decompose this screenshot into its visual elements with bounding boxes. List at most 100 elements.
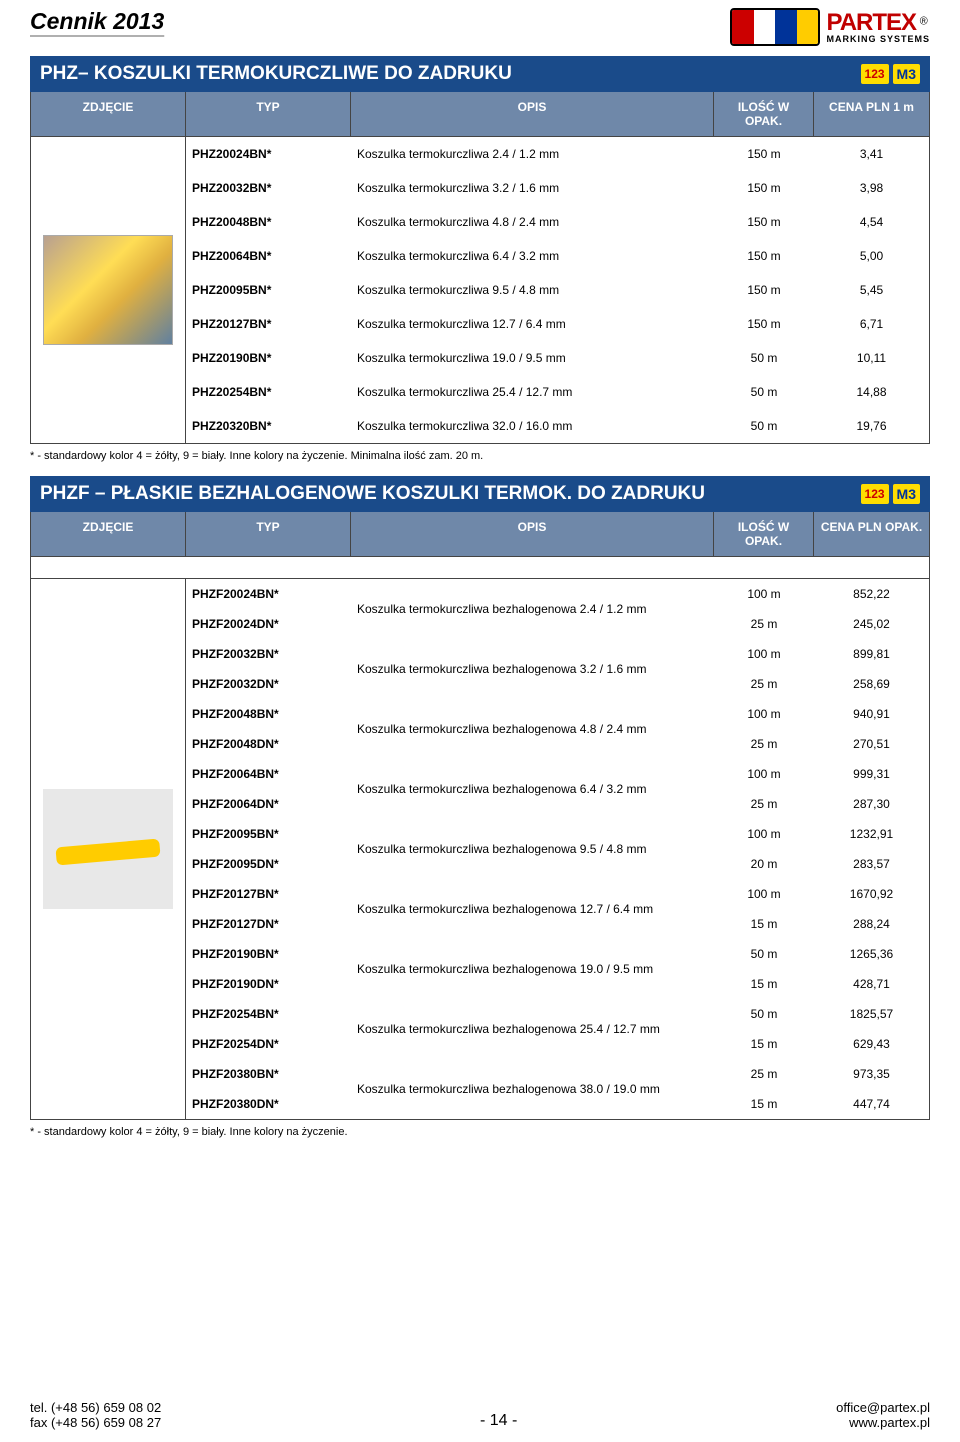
col-type: TYP: [186, 92, 351, 136]
section-phzf-header: PHZF – PŁASKIE BEZHALOGENOWE KOSZULKI TE…: [30, 476, 930, 512]
table-row: PHZ20320BN*Koszulka termokurczliwa 32.0 …: [186, 409, 929, 443]
cell-qty: 150 m: [714, 137, 814, 171]
cell-type: PHZF20254DN*: [186, 1029, 351, 1059]
cell-qty: 15 m: [714, 1029, 814, 1059]
cell-type: PHZF20190BN*: [186, 939, 351, 969]
cell-price: 258,69: [814, 669, 929, 699]
cell-price: 5,00: [814, 239, 929, 273]
cell-qty: 25 m: [714, 669, 814, 699]
cell-price: 14,88: [814, 375, 929, 409]
cell-qty: 100 m: [714, 699, 814, 729]
cell-qty: 100 m: [714, 819, 814, 849]
cell-desc: Koszulka termokurczliwa 3.2 / 1.6 mm: [351, 171, 714, 205]
cell-qty: 25 m: [714, 729, 814, 759]
table-row: PHZ20095BN*Koszulka termokurczliwa 9.5 /…: [186, 273, 929, 307]
cell-price: 5,45: [814, 273, 929, 307]
brand-logo: PARTEX ® MARKING SYSTEMS: [730, 8, 930, 46]
table-row-group: PHZF20127BN*PHZF20127DN*Koszulka termoku…: [186, 879, 929, 939]
cell-desc: Koszulka termokurczliwa bezhalogenowa 2.…: [351, 579, 714, 639]
cell-price: 1825,57: [814, 999, 929, 1029]
cell-price: 1670,92: [814, 879, 929, 909]
cell-qty: 150 m: [714, 307, 814, 341]
spacer-row: [30, 557, 930, 579]
cell-price: 1232,91: [814, 819, 929, 849]
cell-type: PHZF20127DN*: [186, 909, 351, 939]
cell-price: 629,43: [814, 1029, 929, 1059]
cell-price: 4,54: [814, 205, 929, 239]
section-phz-title: PHZ– KOSZULKI TERMOKURCZLIWE DO ZADRUKU: [40, 63, 512, 85]
table-row: PHZ20048BN*Koszulka termokurczliwa 4.8 /…: [186, 205, 929, 239]
cell-desc: Koszulka termokurczliwa bezhalogenowa 6.…: [351, 759, 714, 819]
table-row-group: PHZF20095BN*PHZF20095DN*Koszulka termoku…: [186, 819, 929, 879]
m3-badge-icon: M3: [893, 484, 920, 504]
col-type: TYP: [186, 512, 351, 556]
cell-qty: 25 m: [714, 609, 814, 639]
col-price: CENA PLN OPAK.: [814, 512, 929, 556]
section-phz-footnote: * - standardowy kolor 4 = żółty, 9 = bia…: [30, 450, 930, 462]
section-phz-columns: ZDJĘCIE TYP OPIS ILOŚĆ W OPAK. CENA PLN …: [30, 92, 930, 137]
cell-desc: Koszulka termokurczliwa bezhalogenowa 12…: [351, 879, 714, 939]
cell-price: 999,31: [814, 759, 929, 789]
cell-qty: 150 m: [714, 205, 814, 239]
cell-price: 245,02: [814, 609, 929, 639]
cell-desc: Koszulka termokurczliwa bezhalogenowa 38…: [351, 1059, 714, 1119]
cell-price: 270,51: [814, 729, 929, 759]
cell-type: PHZF20095BN*: [186, 819, 351, 849]
cell-type: PHZ20048BN*: [186, 205, 351, 239]
col-image: ZDJĘCIE: [31, 512, 186, 556]
cell-type: PHZ20320BN*: [186, 409, 351, 443]
cell-type: PHZ20254BN*: [186, 375, 351, 409]
footer-tel: tel. (+48 56) 659 08 02: [30, 1400, 161, 1415]
product-image-phzf: [43, 789, 173, 909]
cell-type: PHZ20127BN*: [186, 307, 351, 341]
cell-type: PHZ20032BN*: [186, 171, 351, 205]
section-phzf-title: PHZF – PŁASKIE BEZHALOGENOWE KOSZULKI TE…: [40, 483, 705, 505]
cell-price: 287,30: [814, 789, 929, 819]
cell-desc: Koszulka termokurczliwa bezhalogenowa 9.…: [351, 819, 714, 879]
cell-type: PHZF20024BN*: [186, 579, 351, 609]
logo-mark-icon: [730, 8, 820, 46]
page-title: Cennik 2013: [30, 8, 164, 35]
cell-qty: 100 m: [714, 579, 814, 609]
section-phzf-footnote: * - standardowy kolor 4 = żółty, 9 = bia…: [30, 1126, 930, 1138]
cell-type: PHZ20190BN*: [186, 341, 351, 375]
cell-qty: 25 m: [714, 1059, 814, 1089]
table-row-group: PHZF20024BN*PHZF20024DN*Koszulka termoku…: [186, 579, 929, 639]
table-row-group: PHZF20190BN*PHZF20190DN*Koszulka termoku…: [186, 939, 929, 999]
cell-desc: Koszulka termokurczliwa 19.0 / 9.5 mm: [351, 341, 714, 375]
footer-web: www.partex.pl: [836, 1415, 930, 1430]
cell-type: PHZF20190DN*: [186, 969, 351, 999]
cell-qty: 50 m: [714, 939, 814, 969]
num-badge-icon: 123: [861, 484, 889, 504]
table-row: PHZ20064BN*Koszulka termokurczliwa 6.4 /…: [186, 239, 929, 273]
page-number: - 14 -: [480, 1412, 517, 1430]
cell-qty: 150 m: [714, 239, 814, 273]
cell-price: 3,41: [814, 137, 929, 171]
section-phzf-columns: ZDJĘCIE TYP OPIS ILOŚĆ W OPAK. CENA PLN …: [30, 512, 930, 557]
cell-qty: 25 m: [714, 789, 814, 819]
cell-price: 10,11: [814, 341, 929, 375]
section-phz-header: PHZ– KOSZULKI TERMOKURCZLIWE DO ZADRUKU …: [30, 56, 930, 92]
table-row-group: PHZF20064BN*PHZF20064DN*Koszulka termoku…: [186, 759, 929, 819]
cell-qty: 15 m: [714, 969, 814, 999]
cell-price: 288,24: [814, 909, 929, 939]
cell-type: PHZF20032DN*: [186, 669, 351, 699]
cell-qty: 15 m: [714, 909, 814, 939]
logo-brand-text: PARTEX: [826, 9, 916, 36]
footer-email: office@partex.pl: [836, 1400, 930, 1415]
cell-price: 19,76: [814, 409, 929, 443]
cell-qty: 15 m: [714, 1089, 814, 1119]
cell-type: PHZ20024BN*: [186, 137, 351, 171]
section-phz-table: PHZ20024BN*Koszulka termokurczliwa 2.4 /…: [30, 137, 930, 444]
col-qty: ILOŚĆ W OPAK.: [714, 512, 814, 556]
col-price: CENA PLN 1 m: [814, 92, 929, 136]
table-row-group: PHZF20254BN*PHZF20254DN*Koszulka termoku…: [186, 999, 929, 1059]
cell-type: PHZF20064DN*: [186, 789, 351, 819]
cell-price: 973,35: [814, 1059, 929, 1089]
cell-type: PHZF20024DN*: [186, 609, 351, 639]
cell-qty: 100 m: [714, 639, 814, 669]
cell-type: PHZF20254BN*: [186, 999, 351, 1029]
section-phzf-table: PHZF20024BN*PHZF20024DN*Koszulka termoku…: [30, 579, 930, 1120]
cell-price: 283,57: [814, 849, 929, 879]
cell-price: 852,22: [814, 579, 929, 609]
